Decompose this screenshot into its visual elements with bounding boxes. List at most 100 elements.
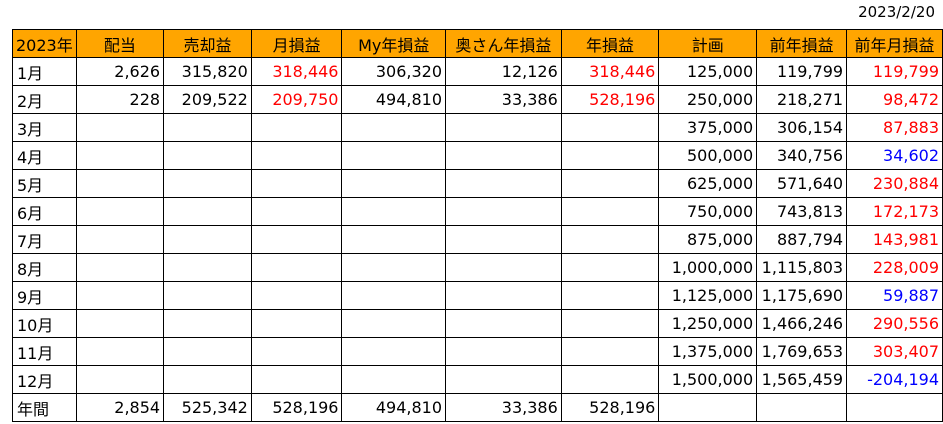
table-cell — [341, 225, 447, 254]
table-cell — [341, 169, 447, 198]
table-cell — [75, 309, 165, 338]
row-label: 7月 — [12, 225, 77, 254]
table-cell: 528,196 — [560, 85, 660, 114]
table-cell: 1,250,000 — [658, 309, 758, 338]
table-cell: 172,173 — [846, 197, 943, 226]
table-cell — [250, 337, 343, 366]
table-cell — [445, 365, 562, 394]
table-cell — [163, 365, 252, 394]
table-cell — [445, 337, 562, 366]
table-cell — [250, 281, 343, 310]
table-cell: 303,407 — [846, 337, 943, 366]
table-cell — [341, 281, 447, 310]
table-cell — [560, 309, 660, 338]
table-cell: 1,000,000 — [658, 253, 758, 282]
row-label: 年間 — [12, 393, 77, 422]
table-cell: 2,854 — [75, 393, 165, 422]
table-cell — [163, 337, 252, 366]
table-cell — [250, 169, 343, 198]
table-cell — [341, 197, 447, 226]
table-cell — [163, 141, 252, 170]
table-cell — [75, 141, 165, 170]
table-cell: 525,342 — [163, 393, 252, 422]
table-cell: 1,500,000 — [658, 365, 758, 394]
table-cell: 98,472 — [846, 85, 943, 114]
table-cell: 340,756 — [756, 141, 848, 170]
total-row: 年間 2,854 525,342 528,196 494,810 33,386 528,19… — [12, 393, 943, 422]
table-cell — [163, 309, 252, 338]
table-cell: 125,000 — [658, 57, 758, 86]
table-cell: 209,750 — [250, 85, 343, 114]
table-cell — [560, 141, 660, 170]
table-cell — [75, 365, 165, 394]
table-cell: 33,386 — [445, 393, 562, 422]
table-cell: 230,884 — [846, 169, 943, 198]
column-header: 年損益 — [560, 29, 660, 58]
table-cell — [560, 337, 660, 366]
column-header: 前年損益 — [756, 29, 848, 58]
table-cell — [341, 365, 447, 394]
table-cell — [560, 197, 660, 226]
table-cell: 33,386 — [445, 85, 562, 114]
table-cell — [445, 309, 562, 338]
table-row: 1月 2,626 315,820 318,446 306,320 12,126 318,44… — [12, 57, 943, 86]
column-header: 2023年 — [12, 29, 77, 58]
table-cell — [75, 253, 165, 282]
table-cell: 1,125,000 — [658, 281, 758, 310]
row-label: 1月 — [12, 57, 77, 86]
table-cell: 2,626 — [75, 57, 165, 86]
table-cell: 750,000 — [658, 197, 758, 226]
table-cell: 228,009 — [846, 253, 943, 282]
table-cell: 250,000 — [658, 85, 758, 114]
table-cell — [341, 309, 447, 338]
row-label: 9月 — [12, 281, 77, 310]
table-cell — [560, 281, 660, 310]
table-cell: 290,556 — [846, 309, 943, 338]
column-header: My年損益 — [341, 29, 447, 58]
row-label: 2月 — [12, 85, 77, 114]
row-label: 5月 — [12, 169, 77, 198]
table-row: 5月 625,000 571,640 230,884 — [12, 169, 943, 198]
column-header: 月損益 — [250, 29, 343, 58]
table-cell — [250, 365, 343, 394]
table-cell — [163, 169, 252, 198]
table-cell: 375,000 — [658, 113, 758, 142]
table-row: 12月 1,500,000 1,565,459 -204,194 — [12, 365, 943, 394]
table-cell — [445, 225, 562, 254]
table-cell: 500,000 — [658, 141, 758, 170]
table-row: 10月 1,250,000 1,466,246 290,556 — [12, 309, 943, 338]
header-row: 2023年 配当 売却益 月損益 My年損益 奥さん年損益 年損益 計画 前年損益 前年月損益 — [12, 29, 943, 58]
table-cell — [658, 393, 758, 422]
profit-loss-table: 2023年 配当 売却益 月損益 My年損益 奥さん年損益 年損益 計画 前年損益 前年月損益 1… — [12, 29, 943, 422]
table-cell: 1,769,653 — [756, 337, 848, 366]
table-cell: 743,813 — [756, 197, 848, 226]
table-cell: 494,810 — [341, 85, 447, 114]
table-cell: 34,602 — [846, 141, 943, 170]
column-header: 配当 — [75, 29, 165, 58]
table-cell — [756, 393, 848, 422]
table-row: 7月 875,000 887,794 143,981 — [12, 225, 943, 254]
table-cell — [163, 197, 252, 226]
table-cell — [560, 225, 660, 254]
table-cell: 318,446 — [250, 57, 343, 86]
row-label: 12月 — [12, 365, 77, 394]
table-cell — [445, 253, 562, 282]
table-cell: 494,810 — [341, 393, 447, 422]
table-row: 2月 228 209,522 209,750 494,810 33,386 528,196 2… — [12, 85, 943, 114]
table-cell — [250, 113, 343, 142]
table-row: 4月 500,000 340,756 34,602 — [12, 141, 943, 170]
table-cell — [445, 113, 562, 142]
table-cell: 887,794 — [756, 225, 848, 254]
table-cell — [75, 169, 165, 198]
table-cell — [341, 253, 447, 282]
table-row: 9月 1,125,000 1,175,690 59,887 — [12, 281, 943, 310]
table-cell: 119,799 — [756, 57, 848, 86]
table-cell: 1,565,459 — [756, 365, 848, 394]
column-header: 計画 — [658, 29, 758, 58]
table-cell — [560, 113, 660, 142]
row-label: 10月 — [12, 309, 77, 338]
row-label: 8月 — [12, 253, 77, 282]
table-cell — [445, 169, 562, 198]
table-cell — [75, 113, 165, 142]
table-cell: 1,115,803 — [756, 253, 848, 282]
